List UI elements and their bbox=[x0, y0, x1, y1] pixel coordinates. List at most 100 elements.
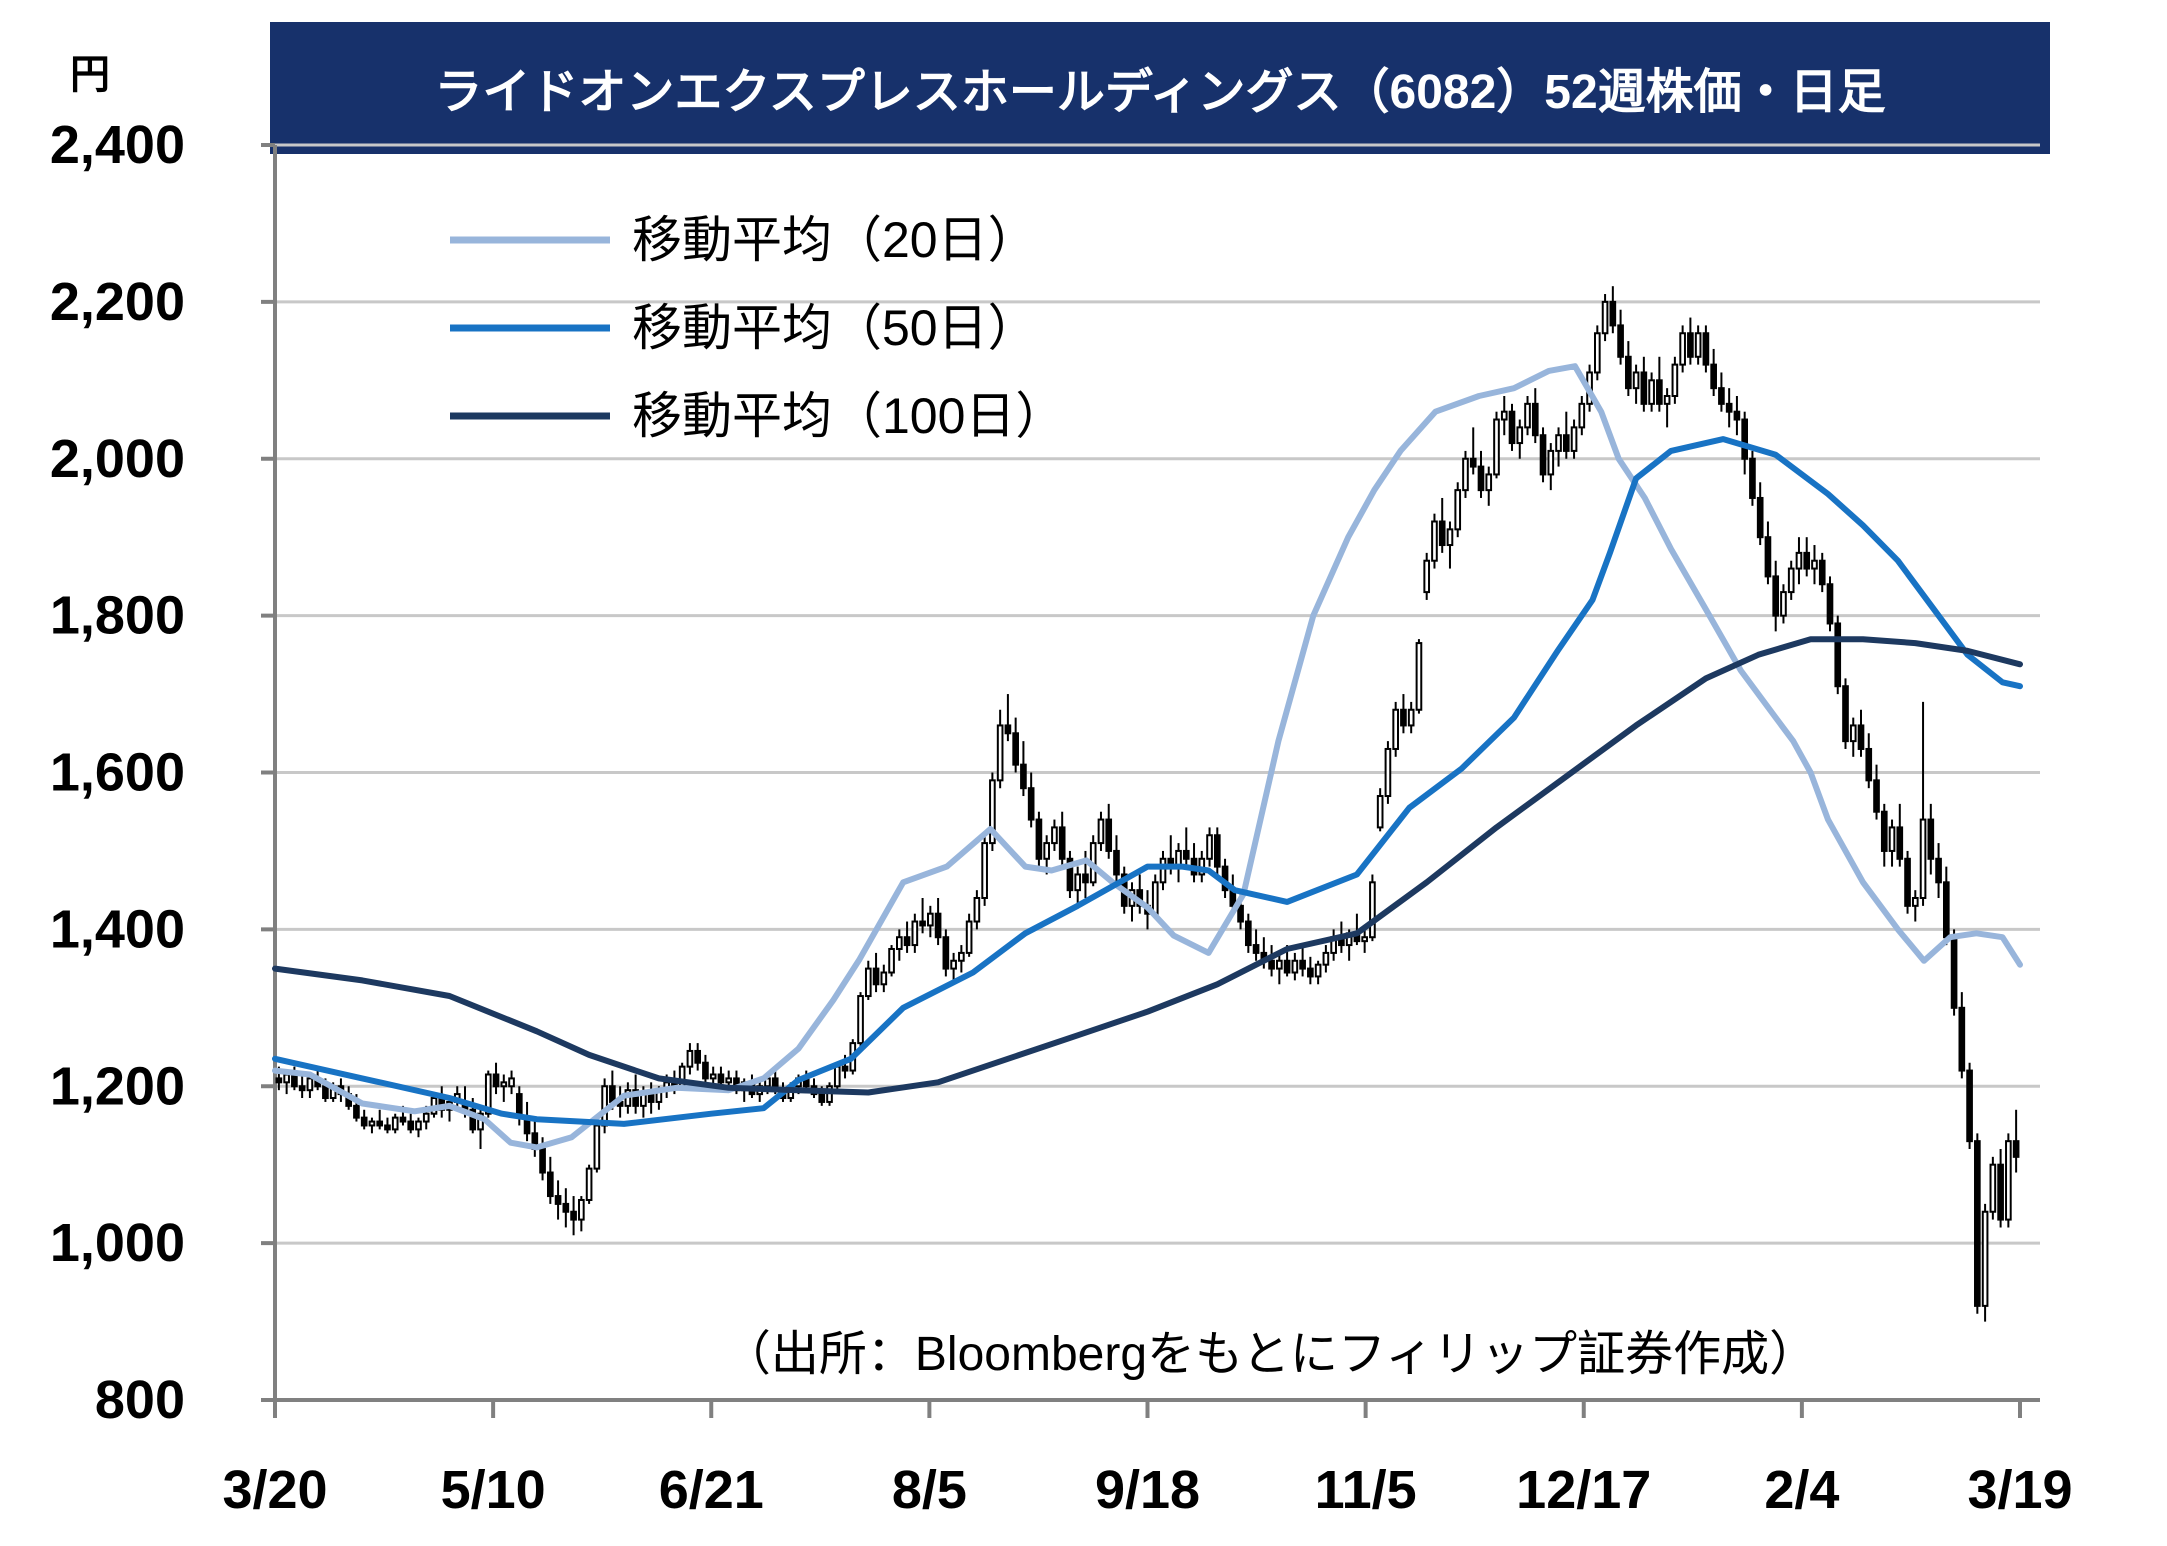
candle-body bbox=[492, 1073, 500, 1088]
candle-body bbox=[1570, 426, 1578, 452]
x-tick-label-3: 8/5 bbox=[892, 1460, 967, 1520]
candle-body bbox=[1105, 818, 1113, 852]
candle-body bbox=[1074, 873, 1082, 892]
candle-81 bbox=[903, 921, 911, 953]
candle-100 bbox=[1051, 819, 1058, 851]
candle-164 bbox=[1547, 443, 1555, 491]
candle-190 bbox=[1749, 450, 1756, 506]
candle-200 bbox=[1826, 576, 1834, 632]
candle-body bbox=[2005, 1140, 2012, 1221]
candle-13 bbox=[376, 1109, 384, 1130]
candle-body bbox=[1043, 842, 1051, 860]
candle-185 bbox=[1710, 348, 1717, 396]
candle-30 bbox=[508, 1070, 515, 1095]
candle-body bbox=[275, 1077, 283, 1084]
candle-body bbox=[1818, 559, 1826, 586]
candle-134 bbox=[1314, 960, 1322, 985]
candle-body bbox=[989, 779, 996, 845]
legend-label-ma100: 移動平均（100日） bbox=[632, 388, 1065, 444]
candle-body bbox=[508, 1077, 515, 1088]
candle-body bbox=[1469, 457, 1477, 468]
candle-18 bbox=[415, 1117, 422, 1138]
candle-224 bbox=[2012, 1109, 2020, 1173]
legend-label-ma20: 移動平均（20日） bbox=[632, 212, 1038, 268]
candle-84 bbox=[927, 905, 934, 938]
candle-108 bbox=[1113, 835, 1120, 883]
y-tick-labels: 800 1,000 1,200 1,400 1,600 1,800 2,000 2,200 2,… bbox=[50, 115, 185, 1430]
axes bbox=[261, 143, 2040, 1418]
candle-body bbox=[322, 1085, 329, 1100]
candle-body bbox=[1640, 371, 1648, 405]
candle-body bbox=[864, 967, 872, 998]
candle-172 bbox=[1609, 286, 1617, 334]
candle-145 bbox=[1400, 694, 1407, 734]
candle-93 bbox=[996, 709, 1004, 789]
candle-body bbox=[1182, 849, 1190, 860]
candle-136 bbox=[1330, 929, 1337, 961]
candle-body bbox=[609, 1085, 616, 1103]
candle-55 bbox=[702, 1054, 709, 1087]
candle-14 bbox=[384, 1117, 391, 1134]
candle-body bbox=[694, 1049, 702, 1064]
candle-201 bbox=[1834, 615, 1842, 695]
candle-98 bbox=[1035, 811, 1043, 867]
x-tick-label-2: 6/21 bbox=[659, 1460, 764, 1520]
candle-body bbox=[1609, 300, 1617, 327]
candle-body bbox=[1958, 1006, 1966, 1072]
candle-180 bbox=[1671, 356, 1679, 404]
series-line-ma100 bbox=[272, 636, 2023, 1096]
candle-214 bbox=[1935, 843, 1942, 898]
candle-176 bbox=[1640, 356, 1648, 412]
candle-218 bbox=[1966, 1062, 1973, 1149]
candle-body bbox=[1555, 434, 1562, 452]
candle-body bbox=[981, 842, 988, 899]
candle-198 bbox=[1811, 545, 1818, 585]
candle-body bbox=[1066, 857, 1074, 892]
candle-body bbox=[686, 1049, 694, 1068]
candle-body bbox=[1244, 920, 1252, 947]
candle-body bbox=[1981, 1210, 1989, 1307]
candle-body bbox=[353, 1104, 360, 1119]
candle-body bbox=[1400, 708, 1407, 727]
candle-body bbox=[1865, 747, 1873, 782]
x-tick-label-8: 3/19 bbox=[1967, 1460, 2072, 1520]
candle-85 bbox=[934, 898, 942, 946]
candle-129 bbox=[1276, 952, 1283, 985]
candle-126 bbox=[1252, 929, 1260, 961]
candle-37 bbox=[562, 1188, 570, 1228]
candle-171 bbox=[1601, 294, 1609, 342]
candle-body bbox=[1027, 787, 1035, 821]
candle-35 bbox=[546, 1156, 554, 1204]
y-tick-label-6: 2,000 bbox=[50, 429, 185, 489]
candle-102 bbox=[1066, 850, 1074, 898]
candle-53 bbox=[686, 1043, 694, 1075]
candle-body bbox=[880, 971, 888, 986]
candle-body bbox=[1276, 959, 1283, 970]
candle-body bbox=[1617, 324, 1624, 358]
candle-21 bbox=[438, 1086, 446, 1118]
candle-197 bbox=[1803, 537, 1811, 577]
candle-body bbox=[1547, 449, 1555, 476]
candle-62 bbox=[756, 1082, 764, 1102]
candle-28 bbox=[492, 1062, 500, 1095]
candle-body bbox=[895, 936, 903, 950]
candle-80 bbox=[895, 929, 903, 961]
candle-140 bbox=[1361, 929, 1368, 953]
candle-body bbox=[484, 1073, 492, 1115]
candle-162 bbox=[1531, 388, 1539, 444]
x-tick-label-6: 12/17 bbox=[1516, 1460, 1651, 1520]
candle-155 bbox=[1477, 450, 1485, 498]
legend: 移動平均（20日） 移動平均（50日） 移動平均（100日） bbox=[450, 212, 1065, 444]
candle-147 bbox=[1415, 639, 1423, 714]
candle-body bbox=[1632, 371, 1640, 390]
candle-body bbox=[1663, 395, 1671, 405]
candle-168 bbox=[1578, 396, 1586, 436]
y-tick-label-8: 2,400 bbox=[50, 115, 185, 175]
candle-body bbox=[384, 1124, 391, 1131]
candle-body bbox=[593, 1124, 601, 1170]
candle-78 bbox=[880, 964, 888, 993]
candle-body bbox=[927, 912, 934, 927]
candle-95 bbox=[1012, 717, 1019, 773]
candle-body bbox=[1477, 465, 1485, 492]
candle-83 bbox=[919, 898, 926, 934]
